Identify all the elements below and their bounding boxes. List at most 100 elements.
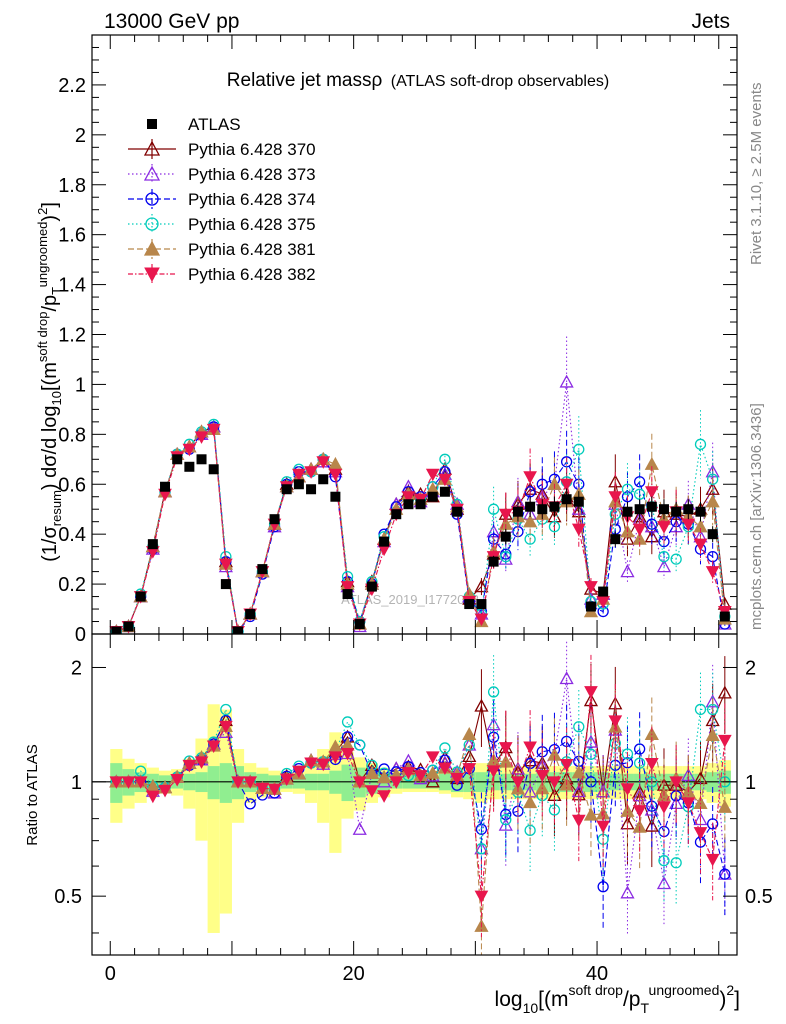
band-inner xyxy=(207,766,220,800)
marker-circle xyxy=(597,881,609,893)
ratio-frame xyxy=(91,633,738,956)
marker-triangle-down xyxy=(693,827,708,840)
marker-triangle-down xyxy=(340,747,355,761)
band-inner xyxy=(219,763,232,803)
ratio-y-tick-label-right: 1 xyxy=(745,772,756,794)
marker-square xyxy=(184,461,195,472)
marker-triangle-down xyxy=(401,491,416,504)
marker-triangle-down xyxy=(498,508,513,522)
marker-square xyxy=(622,506,633,517)
series-layer xyxy=(92,336,737,955)
marker-square xyxy=(257,564,268,575)
marker-square xyxy=(415,499,426,510)
marker-circle xyxy=(487,503,500,515)
marker-triangle-down xyxy=(474,613,489,627)
x-tick-label: 0 xyxy=(105,963,116,985)
marker-triangle xyxy=(583,807,599,821)
marker-square xyxy=(403,499,414,510)
marker-triangle-down xyxy=(219,720,233,734)
series-atlas xyxy=(111,454,730,634)
marker-circle xyxy=(244,798,256,810)
marker-triangle-down xyxy=(462,763,477,776)
marker-circle xyxy=(487,686,500,698)
marker-triangle xyxy=(498,817,513,831)
marker-square xyxy=(671,506,682,517)
marker-triangle-down xyxy=(523,471,537,484)
marker-circle xyxy=(707,473,719,485)
marker-triangle-down xyxy=(206,740,221,754)
marker-triangle-down xyxy=(693,538,708,552)
marker-circle xyxy=(573,443,585,455)
marker-square xyxy=(293,479,304,490)
marker-triangle-down xyxy=(328,751,343,764)
marker-square xyxy=(330,491,341,502)
marker-triangle-down xyxy=(316,456,331,469)
main-y-tick-label: 1.8 xyxy=(58,175,86,197)
marker-circle xyxy=(573,721,585,733)
marker-square xyxy=(172,454,183,465)
marker-triangle xyxy=(523,795,538,809)
ratio-y-axis-label: Ratio to ATLAS xyxy=(24,744,41,845)
marker-triangle-down xyxy=(657,521,671,534)
marker-circle xyxy=(670,553,682,565)
marker-circle xyxy=(500,550,512,563)
marker-triangle-down xyxy=(644,757,659,771)
marker-square xyxy=(245,609,256,620)
marker-triangle-down xyxy=(450,772,464,786)
marker-triangle xyxy=(523,514,538,528)
uncertainty-bands xyxy=(110,704,731,933)
marker-triangle-down xyxy=(438,762,452,775)
marker-square xyxy=(147,119,157,129)
marker-triangle-down xyxy=(559,478,574,492)
marker-triangle-down xyxy=(182,443,197,457)
marker-triangle xyxy=(705,494,720,508)
header-right: Jets xyxy=(691,10,730,33)
legend-item: Pythia 6.428 375 xyxy=(128,214,316,234)
main-y-tick-label: 1.4 xyxy=(58,275,86,297)
main-y-tick-label: 1.2 xyxy=(58,325,86,347)
marker-triangle-down xyxy=(401,767,416,780)
marker-square xyxy=(549,501,560,512)
marker-square xyxy=(111,626,122,634)
marker-triangle-down xyxy=(352,776,367,789)
marker-triangle-down xyxy=(425,751,440,764)
marker-square xyxy=(525,501,536,512)
legend-label: Pythia 6.428 375 xyxy=(188,215,316,234)
marker-circle xyxy=(145,217,159,231)
marker-triangle xyxy=(571,765,586,779)
marker-triangle xyxy=(717,685,732,699)
marker-triangle-down xyxy=(158,784,172,798)
ratio-y-tick-label-left: 2 xyxy=(71,657,82,679)
marker-square xyxy=(196,454,207,465)
marker-circle xyxy=(220,703,232,716)
marker-triangle-down xyxy=(438,473,452,487)
marker-square xyxy=(123,621,134,632)
marker-square xyxy=(427,491,438,502)
marker-triangle xyxy=(425,765,440,779)
marker-circle xyxy=(633,476,646,488)
main-y-tick-label: 0 xyxy=(75,624,86,646)
marker-triangle-down xyxy=(571,814,586,828)
main-y-tick-label: 1.6 xyxy=(58,225,86,247)
marker-triangle xyxy=(143,240,161,256)
marker-triangle-down xyxy=(304,757,318,771)
marker-triangle-down xyxy=(121,776,136,789)
main-y-tick-label: 0.4 xyxy=(58,524,86,546)
marker-square xyxy=(634,504,645,515)
marker-triangle-down xyxy=(523,741,537,755)
legend-label: ATLAS xyxy=(188,115,241,134)
marker-triangle-down xyxy=(620,783,635,796)
marker-triangle-down xyxy=(657,801,671,814)
marker-square xyxy=(573,496,584,507)
marker-triangle-down xyxy=(571,523,586,537)
marker-square xyxy=(561,494,572,505)
marker-triangle xyxy=(547,476,562,490)
marker-triangle-down xyxy=(206,423,221,437)
marker-circle xyxy=(585,748,597,760)
marker-triangle-down xyxy=(425,468,440,482)
marker-triangle-down xyxy=(632,805,647,818)
marker-triangle xyxy=(705,728,720,742)
main-y-tick-label: 0.2 xyxy=(58,574,86,596)
marker-square xyxy=(306,484,317,495)
marker-triangle-down xyxy=(316,758,331,772)
